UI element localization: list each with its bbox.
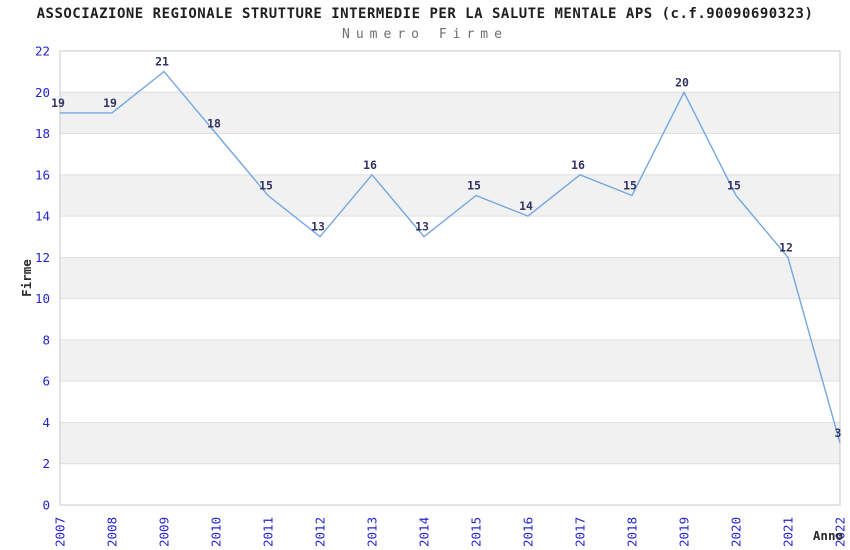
plot-border	[59, 50, 841, 506]
data-point-label: 15	[467, 179, 481, 193]
data-point-label: 20	[675, 75, 689, 89]
x-tick-label: 2013	[365, 517, 380, 547]
data-point-label: 12	[779, 240, 793, 254]
data-point-label: 21	[155, 55, 169, 69]
data-point-label: 13	[311, 220, 325, 234]
x-tick-label: 2009	[157, 517, 172, 547]
data-point-label: 14	[519, 199, 533, 213]
data-point-label: 13	[415, 220, 429, 234]
plot-band	[60, 174, 840, 217]
data-point-label: 15	[727, 179, 741, 193]
y-tick-label: 14	[35, 209, 50, 224]
x-tick-label: 2015	[469, 517, 484, 547]
y-tick-label: 0	[42, 498, 50, 513]
y-tick-label: 16	[35, 167, 50, 182]
y-tick-label: 4	[42, 415, 50, 430]
y-tick-label: 12	[35, 250, 50, 265]
y-tick-label: 2	[42, 456, 50, 471]
data-point-label: 19	[103, 96, 117, 110]
data-point-label: 16	[363, 158, 377, 172]
y-axis-title: Firme	[19, 259, 34, 297]
x-tick-label: 2011	[261, 517, 276, 547]
y-tick-label: 8	[42, 332, 50, 347]
x-tick-label: 2008	[105, 517, 120, 547]
x-axis-title: Anno	[813, 528, 843, 543]
plot-band	[60, 339, 840, 382]
data-point-label: 16	[571, 158, 585, 172]
y-tick-label: 18	[35, 126, 50, 141]
plot-band	[60, 257, 840, 299]
data-point-label: 18	[207, 117, 221, 131]
x-tick-label: 2017	[573, 517, 588, 547]
x-tick-label: 2020	[729, 517, 744, 547]
x-tick-label: 2019	[677, 517, 692, 547]
x-tick-label: 2010	[209, 517, 224, 547]
data-point-label: 3	[835, 426, 842, 440]
chart-subtitle: Numero Firme	[342, 27, 508, 42]
data-point-label: 15	[259, 179, 273, 193]
data-point-label: 19	[51, 96, 65, 110]
plot-band	[60, 422, 840, 464]
x-tick-label: 2014	[417, 517, 432, 547]
x-tick-label: 2018	[625, 517, 640, 547]
y-tick-label: 20	[35, 85, 50, 100]
plot-band	[60, 92, 840, 134]
y-tick-label: 6	[42, 374, 50, 389]
x-tick-label: 2016	[521, 517, 536, 547]
x-tick-label: 2007	[53, 517, 68, 547]
chart-title: ASSOCIAZIONE REGIONALE STRUTTURE INTERME…	[36, 6, 814, 22]
x-tick-label: 2012	[313, 517, 328, 547]
y-tick-label: 22	[35, 44, 50, 59]
data-line	[60, 70, 841, 444]
x-tick-label: 2022	[833, 517, 848, 547]
y-tick-label: 10	[35, 291, 50, 306]
data-point-label: 15	[623, 179, 637, 193]
x-tick-label: 2021	[781, 517, 796, 547]
